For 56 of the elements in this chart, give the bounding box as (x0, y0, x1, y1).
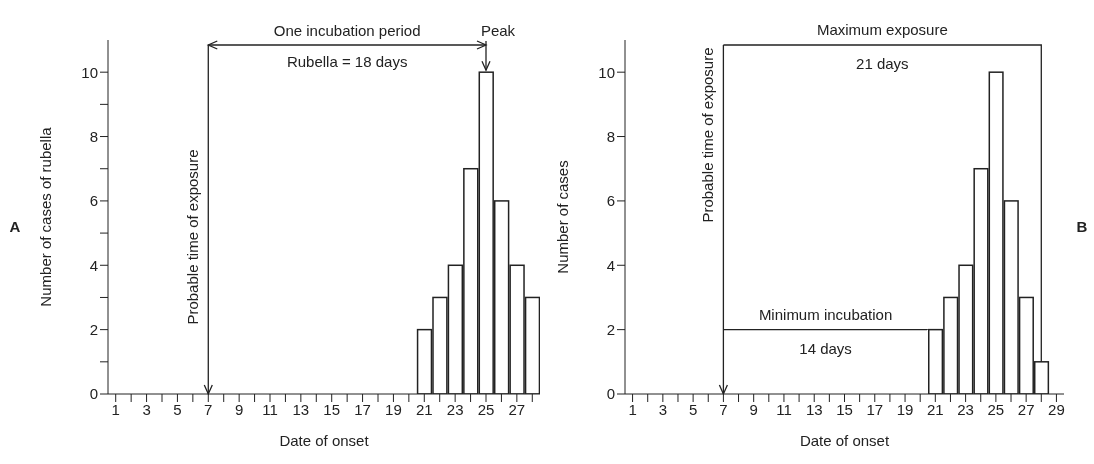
y-axis-title: Number of cases (554, 160, 572, 274)
y-tick-label: 2 (606, 320, 615, 338)
text: B (1076, 218, 1088, 235)
x-tick-label: 11 (262, 400, 278, 418)
x-tick-label: 21 (415, 400, 433, 418)
x-tick-label: 15 (323, 400, 341, 418)
x-tick-label: 27 (508, 400, 526, 418)
x-tick-label: 27 (1017, 400, 1035, 418)
x-tick-label: 3 (142, 400, 151, 418)
x-tick-label: 23 (957, 400, 974, 418)
y-tick-label: 0 (89, 385, 98, 403)
y-tick-label: 6 (89, 192, 98, 210)
x-tick-label: 17 (354, 400, 371, 418)
text: A (9, 218, 21, 235)
x-tick-label: 29 (1048, 400, 1065, 418)
x-tick-label: 23 (446, 400, 464, 418)
y-tick-label: 10 (81, 63, 98, 81)
ref-line-label: Probable time of exposure (184, 149, 202, 325)
annotation: Peak (480, 22, 516, 39)
annotation: Minimum incubation (758, 305, 893, 323)
x-tick-label: 21 (926, 400, 944, 418)
y-tick-label: 10 (598, 63, 615, 81)
x-tick-label: 1 (628, 400, 637, 418)
x-tick-label: 1 (111, 400, 120, 418)
x-tick-label: 9 (749, 400, 758, 418)
x-tick-label: 5 (173, 400, 182, 418)
x-axis-title: Date of onset (279, 432, 370, 449)
y-axis-title: Number of cases of rubella (37, 126, 55, 307)
annotation: 14 days (799, 339, 852, 357)
x-tick-label: 9 (234, 400, 244, 418)
x-tick-label: 7 (719, 400, 728, 418)
x-tick-label: 19 (896, 400, 914, 418)
y-tick-label: 0 (606, 385, 615, 403)
text: One incubation period (273, 22, 421, 39)
y-tick-label: 4 (606, 256, 615, 274)
text: Maximum exposure (816, 21, 948, 38)
annotation: 21 days (856, 55, 909, 72)
x-tick-label: 19 (385, 400, 402, 418)
x-tick-label: 11 (776, 400, 792, 418)
x-axis-title: Date of onset (799, 432, 890, 449)
y-tick-label: 6 (606, 192, 615, 210)
x-tick-label: 5 (688, 400, 698, 418)
y-tick-label: 8 (606, 127, 615, 145)
annotation: Rubella = 18 days (286, 53, 408, 70)
x-tick-label: 13 (805, 400, 823, 418)
y-tick-label: 8 (89, 127, 98, 145)
y-tick-label: 2 (89, 320, 98, 338)
x-tick-label: 7 (204, 400, 213, 418)
x-tick-label: 25 (987, 400, 1005, 418)
x-tick-label: 3 (658, 400, 668, 418)
x-tick-label: 25 (477, 400, 495, 418)
x-tick-label: 15 (836, 400, 853, 418)
y-tick-label: 4 (89, 256, 98, 274)
x-tick-label: 13 (292, 400, 310, 418)
x-tick-label: 17 (866, 400, 884, 418)
ref-line-label: Probable time of exposure (699, 47, 717, 223)
